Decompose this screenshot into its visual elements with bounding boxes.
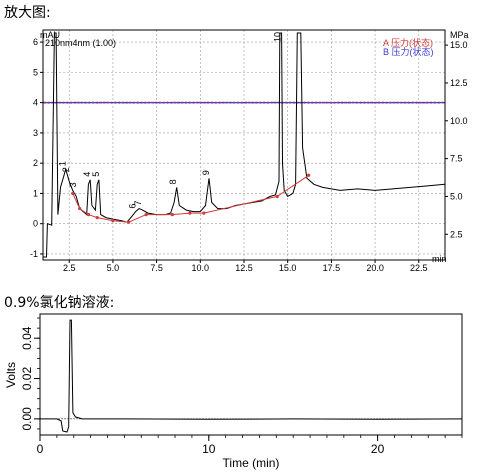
c1-peak-label: 8	[168, 179, 178, 184]
c1-x-tick-label: 17.5	[323, 263, 341, 273]
c1-y-right-tick-label: 5.0	[450, 191, 463, 201]
c1-peak-label: 1	[58, 161, 68, 166]
c1-pressure-line-b	[42, 101, 446, 104]
c1-x-tick-label: 15.0	[279, 263, 297, 273]
c1-baseline-marker	[188, 211, 192, 215]
c1-y-left-tick-label: 3	[33, 128, 38, 138]
c1-peak-label: 9	[201, 170, 211, 175]
c1-y-right-tick-label: 2.5	[450, 229, 463, 239]
c1-baseline-marker	[275, 194, 279, 199]
c1-baseline-marker	[202, 211, 206, 215]
c1-y-left-tick-label: -1	[30, 249, 38, 259]
c1-baseline-marker	[170, 213, 174, 217]
c2-x-tick-label: 20	[371, 442, 385, 456]
bottom-section-title: 0.9%氯化钠溶液:	[4, 295, 115, 311]
c1-y-right-tick-label: 15.0	[450, 40, 468, 50]
c1-x-tick-label: 10.0	[192, 263, 210, 273]
c1-header-label: 210nm4nm (1.00)	[45, 38, 116, 48]
c1-peak-label: 4	[82, 172, 92, 177]
c1-baseline	[71, 173, 311, 224]
c2-y-tick-label: 0.00	[20, 407, 34, 431]
c2-ticks: 0 10 20 0.00 0.02 0.04	[20, 317, 463, 456]
c1-x-unit: min	[432, 254, 447, 264]
c1-y-left-tick-label: 0	[33, 219, 38, 229]
c1-baseline-marker	[71, 191, 75, 196]
c1-y-left-tick-label: 4	[33, 98, 38, 108]
c1-x-tick-label: 22.5	[410, 263, 428, 273]
c1-baseline-marker	[144, 213, 148, 217]
c1-grid	[43, 30, 445, 260]
c2-x-axis-label: Time (min)	[223, 456, 280, 470]
c1-baseline-marker	[95, 216, 99, 220]
c1-x-tick-label: 5.0	[107, 263, 120, 273]
c1-signal-line	[43, 32, 446, 258]
top-section-title: 放大图:	[4, 5, 51, 21]
c1-peak-label: 5	[91, 172, 101, 177]
c1-peak-label: 2	[61, 167, 71, 172]
c2-y-tick-label: 0.04	[20, 326, 34, 350]
c1-x-tick-label: 2.5	[63, 263, 76, 273]
c1-x-tick-label: 7.5	[150, 263, 163, 273]
c1-baseline-marker	[307, 173, 311, 177]
c1-ticks: 2.5 5.0 7.5 10.0 12.5 15.0 17.5 20.0 22.5-101234…	[30, 37, 468, 273]
c1-y-left-tick-label: 6	[33, 37, 38, 47]
c1-peak-label: 3	[68, 182, 78, 187]
c1-baseline-marker	[127, 220, 131, 224]
c2-trace	[40, 319, 463, 433]
c1-integration-baseline	[72, 174, 309, 223]
c1-y-left-tick-label: 1	[33, 188, 38, 198]
c1-y-right-unit: MPa	[450, 30, 469, 40]
c1-baseline-marker	[86, 213, 91, 217]
c1-y-right-tick-label: 10.0	[450, 116, 468, 126]
c1-y-right-tick-label: 12.5	[450, 78, 468, 88]
c1-baseline-marker	[111, 219, 115, 223]
c1-peak-label: 10	[273, 32, 283, 42]
c1-plot-frame	[42, 29, 446, 261]
c1-x-tick-label: 12.5	[235, 263, 253, 273]
c1-y-left-tick-label: 2	[33, 158, 38, 168]
c1-pressure-lines	[42, 101, 446, 104]
c2-signal-line	[40, 319, 463, 433]
c1-peak-label: 6	[128, 204, 138, 209]
c1-baseline-marker	[78, 206, 82, 211]
c1-y-left-unit: mAU	[40, 30, 60, 40]
c1-y-left-tick-label: 5	[33, 67, 38, 77]
c1-x-tick-label: 20.0	[366, 263, 384, 273]
c1-legend-b: B 压力(状态)	[383, 46, 434, 57]
c1-trace	[43, 32, 446, 258]
c2-x-tick-label: 0	[37, 442, 44, 456]
c1-y-right-tick-label: 7.5	[450, 154, 463, 164]
c1-legend-a: A 压力(状态)	[383, 37, 433, 48]
c2-plot-frame	[39, 313, 463, 436]
c1-peak-label: 7	[133, 201, 143, 206]
c2-y-axis-label: Volts	[4, 362, 18, 388]
c2-y-tick-label: 0.02	[20, 367, 34, 391]
c2-x-tick-label: 10	[202, 442, 216, 456]
